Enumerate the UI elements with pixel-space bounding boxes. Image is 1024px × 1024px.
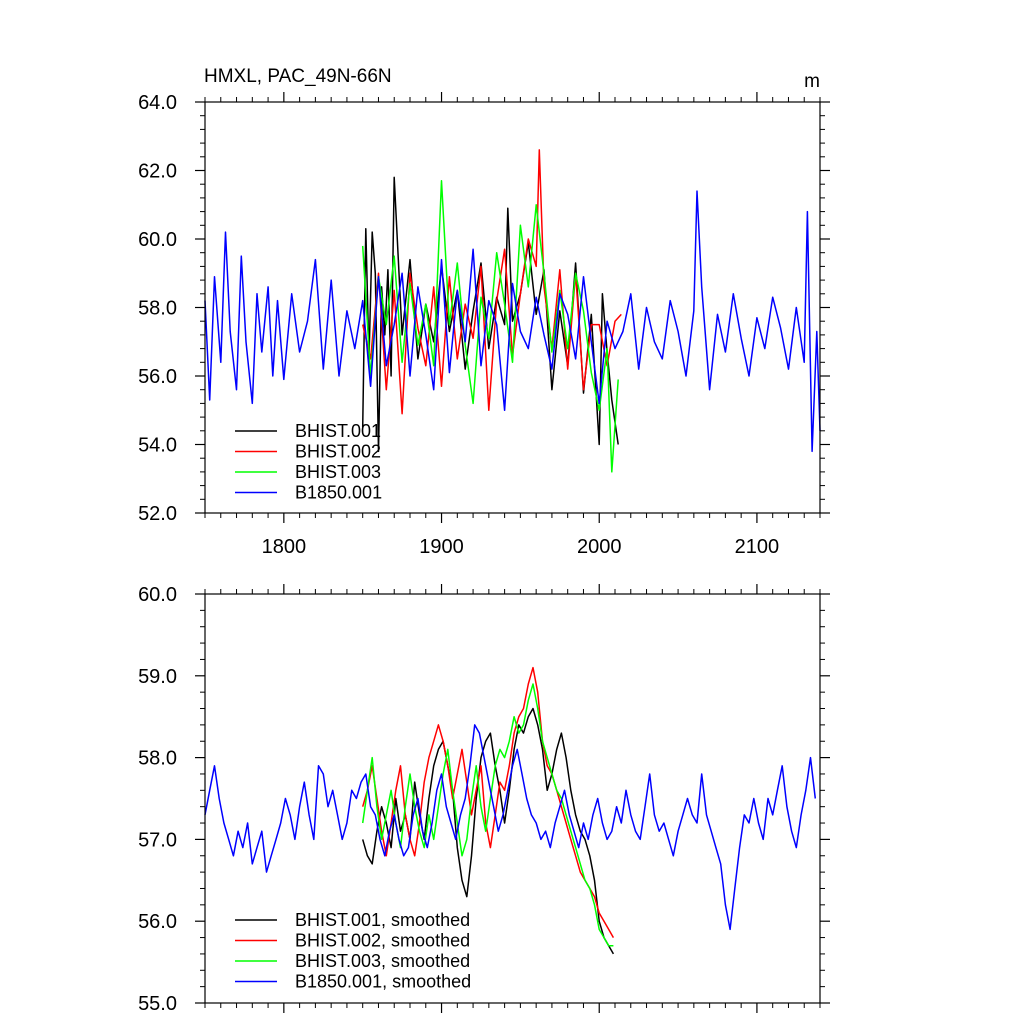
- top-x-tick-label: 1900: [419, 536, 464, 558]
- bottom-series-group: [204, 666, 817, 955]
- top-legend-label-3: BHIST.003: [295, 462, 381, 482]
- bottom-axes: 55.0 56.0 57.0 58.0 59.0 60.0: [138, 584, 830, 1015]
- bottom-y-tick-label: 57.0: [138, 829, 177, 851]
- bottom-y-tick-label: 58.0: [138, 748, 177, 770]
- bottom-legend-label-2: BHIST.002, smoothed: [295, 931, 470, 951]
- bottom-y-tick-label: 55.0: [138, 993, 177, 1015]
- bottom-series-line-3: [361, 683, 614, 947]
- top-x-tick-label: 2000: [577, 536, 622, 558]
- top-y-tick-label: 56.0: [138, 366, 177, 388]
- units-label: m: [804, 71, 820, 92]
- top-y-tick-label: 54.0: [138, 435, 177, 457]
- bottom-y-tick-label: 59.0: [138, 666, 177, 688]
- top-legend-label-1: BHIST.001: [295, 421, 381, 441]
- top-legend-label-4: B1850.001: [295, 483, 382, 503]
- top-y-tick-label: 64.0: [138, 92, 177, 114]
- top-series-line-2: [361, 149, 622, 415]
- bottom-series-line-2: [361, 666, 615, 938]
- bottom-y-tick-label: 56.0: [138, 911, 177, 933]
- bottom-legend-label-3: BHIST.003, smoothed: [295, 951, 470, 971]
- top-axes: 1800 1900 2000 2100 52.0 54.0 56.0 58.0 60.0 62.0…: [138, 92, 830, 558]
- bottom-panel: 55.0 56.0 57.0 58.0 59.0 60.0 BHIST.001, smoo…: [138, 584, 830, 1015]
- top-y-tick-label: 60.0: [138, 229, 177, 251]
- top-x-tick-label: 1800: [262, 536, 307, 558]
- top-series-group: [204, 149, 821, 473]
- bottom-series-line-4: [204, 724, 817, 931]
- bottom-legend-label-4: B1850.001, smoothed: [295, 972, 471, 992]
- bottom-plot-frame: [204, 593, 821, 1004]
- bottom-y-tick-label: 60.0: [138, 584, 177, 606]
- top-series-line-4: [204, 190, 821, 453]
- top-legend-label-2: BHIST.002: [295, 442, 381, 462]
- chart-title: HMXL, PAC_49N-66N: [204, 66, 392, 87]
- top-y-tick-label: 52.0: [138, 503, 177, 525]
- top-x-tick-label: 2100: [735, 536, 780, 558]
- top-panel: HMXL, PAC_49N-66N m 1800 1900 2000 2100 52.0…: [138, 66, 830, 558]
- top-y-tick-label: 62.0: [138, 161, 177, 183]
- bottom-legend-label-1: BHIST.001, smoothed: [295, 910, 470, 930]
- top-y-tick-label: 58.0: [138, 298, 177, 320]
